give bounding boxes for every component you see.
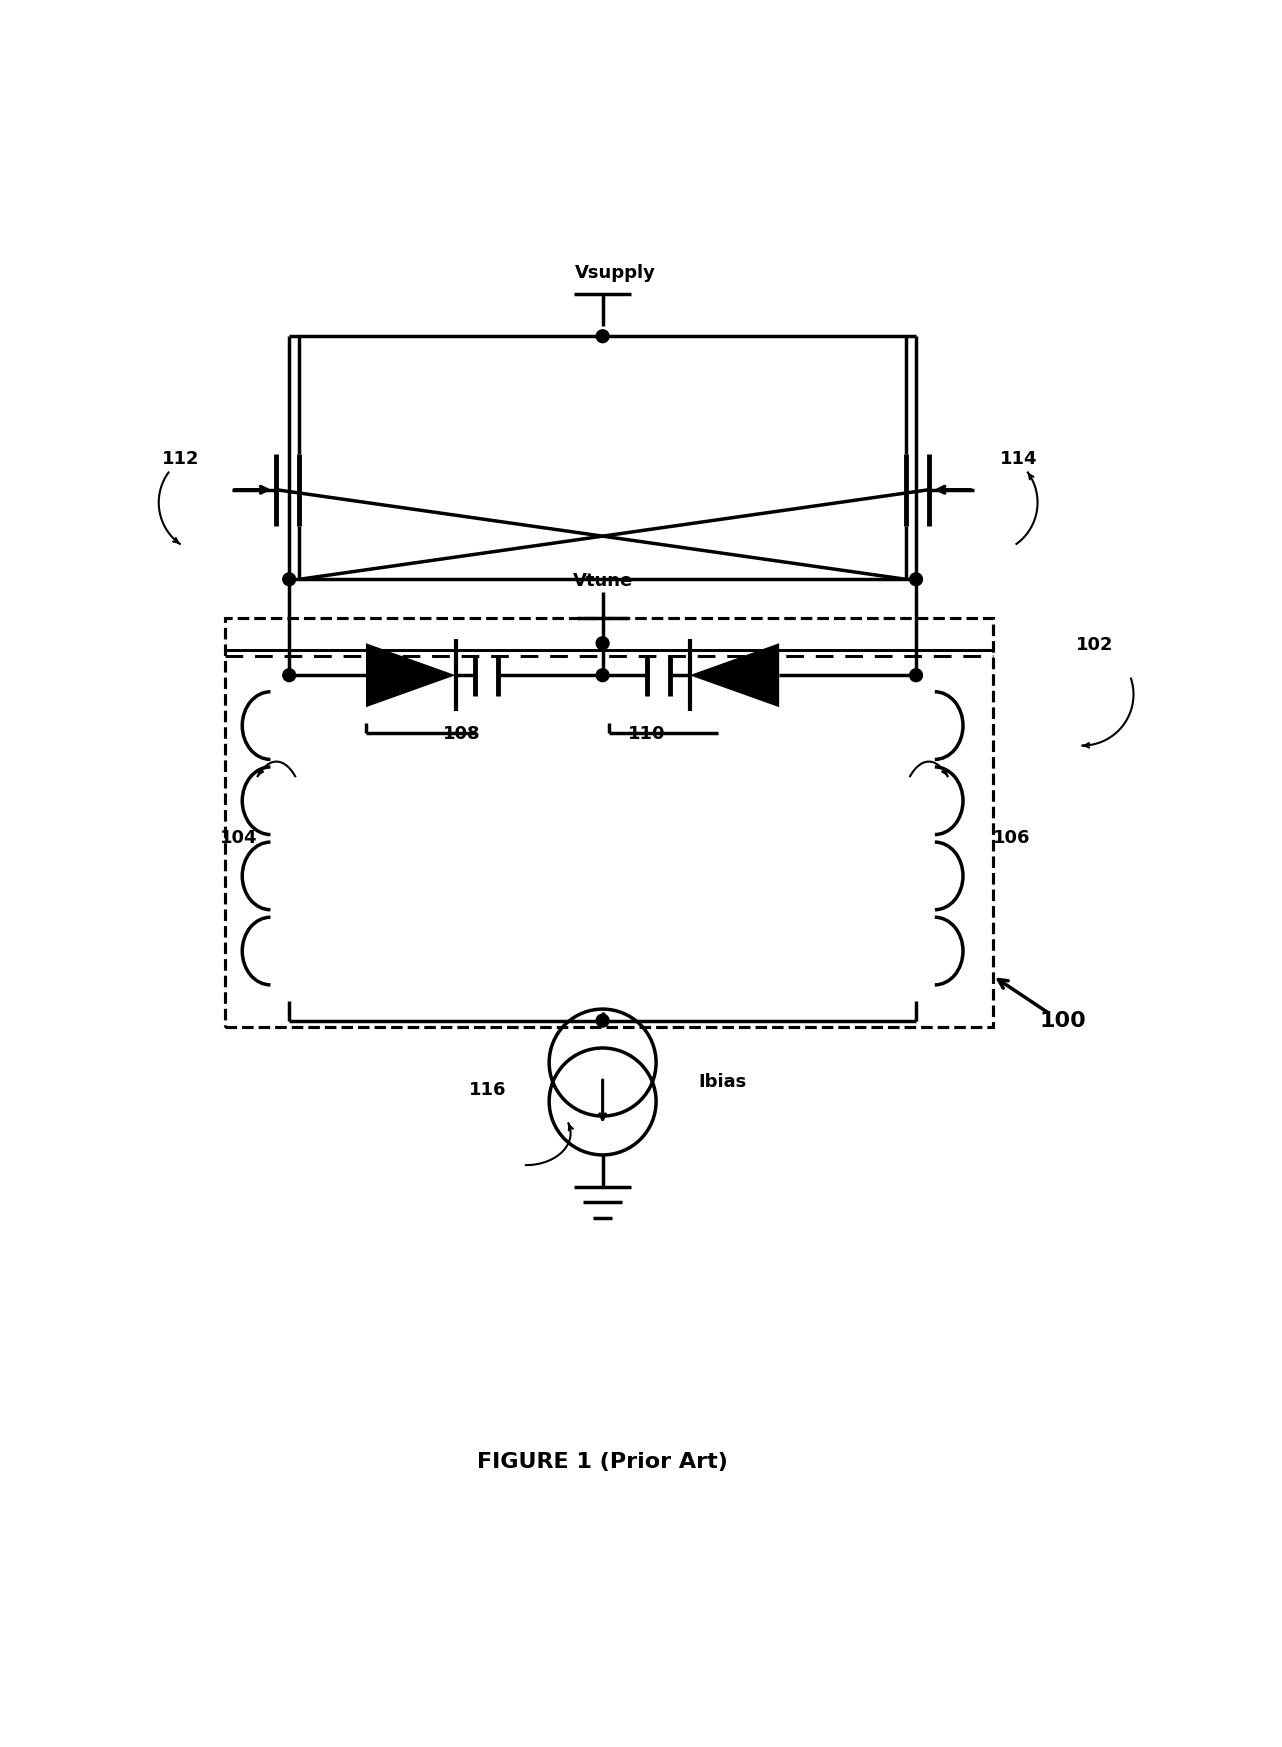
Polygon shape bbox=[365, 643, 455, 708]
Text: 110: 110 bbox=[628, 725, 665, 742]
Text: 108: 108 bbox=[442, 725, 481, 742]
Circle shape bbox=[910, 573, 923, 585]
Text: 102: 102 bbox=[1076, 636, 1114, 653]
Text: Vtune: Vtune bbox=[573, 571, 633, 589]
Circle shape bbox=[283, 573, 296, 585]
Polygon shape bbox=[690, 643, 779, 708]
Text: 116: 116 bbox=[469, 1081, 506, 1099]
Text: Vsupply: Vsupply bbox=[576, 264, 656, 283]
Text: 106: 106 bbox=[992, 830, 1031, 847]
Circle shape bbox=[596, 1015, 609, 1027]
Text: 100: 100 bbox=[1040, 1012, 1087, 1031]
Circle shape bbox=[596, 669, 609, 681]
Circle shape bbox=[596, 638, 609, 650]
Circle shape bbox=[283, 669, 296, 681]
Circle shape bbox=[910, 669, 923, 681]
Bar bbox=[226, 618, 992, 1027]
Text: 114: 114 bbox=[1000, 451, 1037, 468]
Circle shape bbox=[596, 330, 609, 342]
Text: 112: 112 bbox=[162, 451, 199, 468]
Text: 104: 104 bbox=[219, 830, 258, 847]
Text: Ibias: Ibias bbox=[699, 1073, 747, 1092]
Text: FIGURE 1 (Prior Art): FIGURE 1 (Prior Art) bbox=[477, 1452, 728, 1473]
